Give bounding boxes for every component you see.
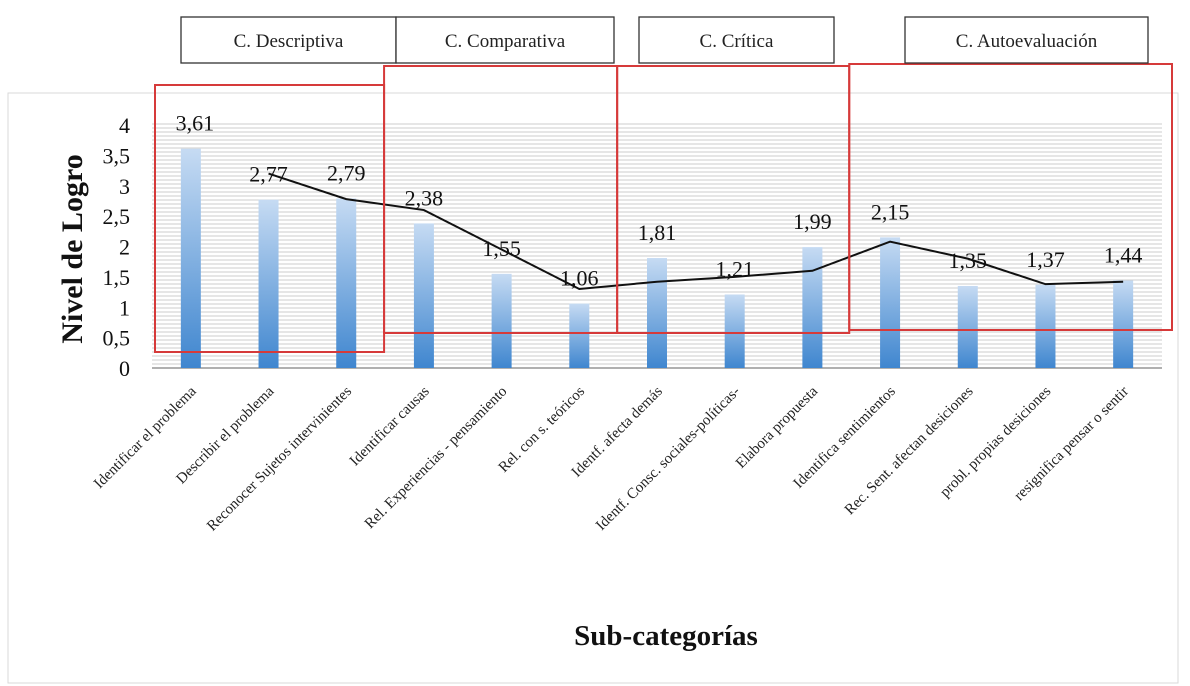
trend-line	[268, 172, 1124, 291]
group-header-boxes: C. Descriptiva C. Comparativa C. Crítica C.…	[180, 16, 1149, 64]
y-tick-label: 4	[119, 113, 130, 138]
bar	[802, 247, 823, 368]
bar	[258, 199, 279, 368]
trend-line-path	[268, 172, 1124, 291]
bar	[569, 303, 590, 368]
x-axis-title: Sub-categorías	[574, 620, 758, 652]
data-label: 1,55	[482, 236, 521, 261]
y-tick-label: 1	[119, 295, 130, 320]
group-header-label: C. Descriptiva	[234, 31, 344, 52]
data-label: 2,15	[871, 199, 910, 224]
bar	[336, 198, 357, 368]
group-header-label: C. Comparativa	[445, 31, 566, 52]
data-label: 1,44	[1104, 243, 1143, 268]
y-tick-label: 3,5	[103, 143, 131, 168]
x-tick-label: Rel. con s. teóricos	[496, 383, 588, 475]
y-tick-label: 1,5	[103, 265, 131, 290]
bar	[880, 237, 901, 368]
data-label: 3,61	[176, 111, 215, 136]
data-label: 2,38	[405, 185, 444, 210]
x-tick-label: Identificar causas	[347, 383, 433, 469]
data-label: 2,77	[249, 162, 288, 187]
data-label: 1,81	[638, 220, 677, 245]
group-header: C. Crítica	[638, 16, 835, 64]
data-label: 1,99	[793, 209, 832, 234]
bar	[647, 258, 667, 368]
x-tick-label: Identf. Consc. sociales-políticas-	[593, 384, 743, 534]
x-tick-label: Elabora propuesta	[733, 383, 821, 471]
bar	[1113, 280, 1134, 368]
group-header-label: C. Autoevaluación	[956, 31, 1098, 52]
bar	[180, 148, 201, 368]
x-tick-label: Rec. Sent. afectan desiciones	[842, 383, 977, 518]
y-tick-label: 2,5	[103, 204, 131, 229]
data-label: 1,06	[560, 266, 599, 291]
plot-area-frame	[7, 92, 1179, 684]
y-tick-label: 2	[119, 235, 130, 260]
y-tick-label: 3	[119, 174, 130, 199]
x-tick-label: Reconocer Sujetos intervinientes	[204, 383, 355, 534]
group-header: C. Descriptiva	[180, 16, 397, 64]
data-label: 2,79	[327, 161, 366, 186]
x-tick-label: Rel. Experiencias - pensamiento	[362, 384, 511, 533]
data-label: 1,35	[949, 248, 988, 273]
group-header: C. Autoevaluación	[904, 16, 1149, 64]
bar	[413, 223, 434, 368]
bars	[180, 148, 1134, 368]
bar	[957, 285, 978, 368]
data-labels: 3,61 2,77 2,79 2,38 1,55 1,06 1,81 1,21 1,99 2,15…	[176, 111, 1143, 291]
bar	[1035, 284, 1056, 368]
bar	[724, 294, 745, 368]
group-highlight-box	[848, 63, 1173, 331]
y-tick-label: 0	[119, 356, 130, 381]
group-highlights	[154, 63, 1173, 353]
group-header-label: C. Crítica	[700, 31, 774, 52]
group-header: C. Comparativa	[395, 16, 615, 64]
y-axis-title: Nivel de Logro	[56, 154, 89, 343]
bar	[491, 273, 512, 368]
y-tick-label: 0,5	[103, 326, 131, 351]
data-label: 1,21	[715, 256, 754, 281]
data-label: 1,37	[1026, 247, 1065, 272]
y-axis-ticks: 0 0,5 1 1,5 2 2,5 3 3,5 4	[103, 113, 131, 381]
